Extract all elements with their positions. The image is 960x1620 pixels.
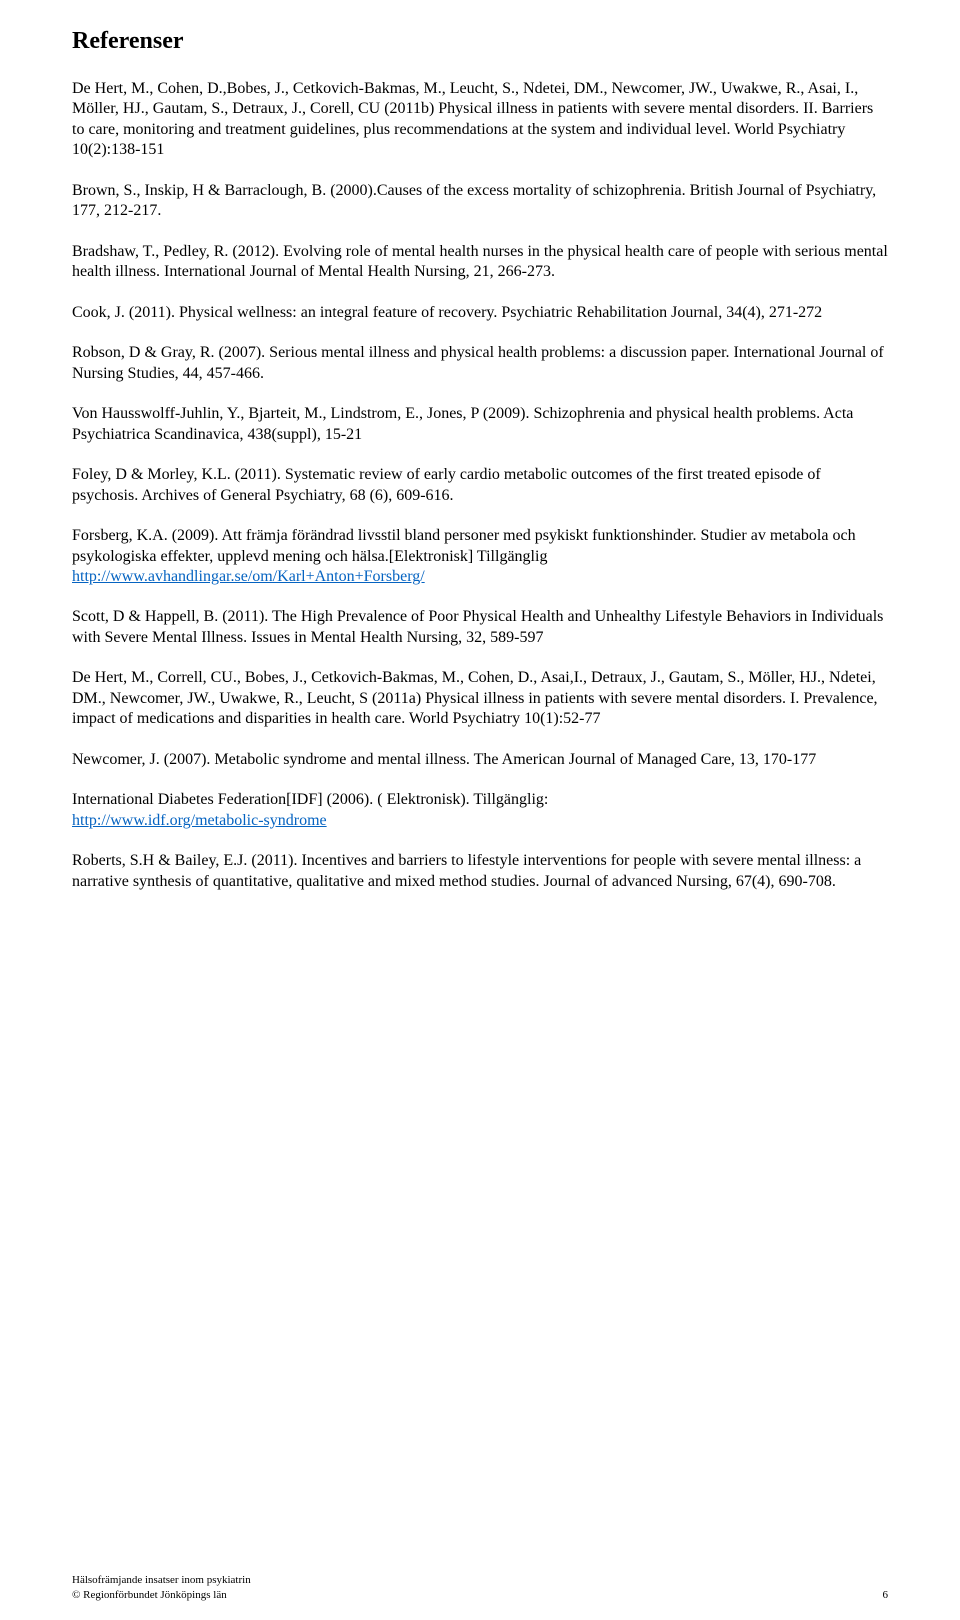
- reference-link[interactable]: http://www.avhandlingar.se/om/Karl+Anton…: [72, 568, 425, 585]
- page-footer: Hälsofrämjande insatser inom psykiatrin …: [72, 1573, 888, 1602]
- reference-entry: International Diabetes Federation[IDF] (…: [72, 790, 888, 831]
- reference-entry: Brown, S., Inskip, H & Barraclough, B. (…: [72, 181, 888, 222]
- reference-entry: Roberts, S.H & Bailey, E.J. (2011). Ince…: [72, 851, 888, 892]
- page-number: 6: [883, 1588, 889, 1602]
- page-title: Referenser: [72, 28, 888, 55]
- reference-entry: Newcomer, J. (2007). Metabolic syndrome …: [72, 750, 888, 770]
- reference-link[interactable]: http://www.idf.org/metabolic-syndrome: [72, 812, 327, 829]
- document-page: Referenser De Hert, M., Cohen, D.,Bobes,…: [0, 0, 960, 1620]
- footer-line-2-left: © Regionförbundet Jönköpings län: [72, 1588, 227, 1602]
- reference-entry: De Hert, M., Cohen, D.,Bobes, J., Cetkov…: [72, 79, 888, 161]
- reference-text: International Diabetes Federation[IDF] (…: [72, 791, 548, 808]
- reference-text: Forsberg, K.A. (2009). Att främja föränd…: [72, 527, 856, 564]
- reference-entry: Forsberg, K.A. (2009). Att främja föränd…: [72, 526, 888, 587]
- reference-entry: Robson, D & Gray, R. (2007). Serious men…: [72, 343, 888, 384]
- reference-entry: De Hert, M., Correll, CU., Bobes, J., Ce…: [72, 668, 888, 729]
- reference-entry: Foley, D & Morley, K.L. (2011). Systemat…: [72, 465, 888, 506]
- reference-entry: Bradshaw, T., Pedley, R. (2012). Evolvin…: [72, 242, 888, 283]
- reference-entry: Von Hausswolff-Juhlin, Y., Bjarteit, M.,…: [72, 404, 888, 445]
- reference-entry: Scott, D & Happell, B. (2011). The High …: [72, 607, 888, 648]
- reference-entry: Cook, J. (2011). Physical wellness: an i…: [72, 303, 888, 323]
- footer-line-1: Hälsofrämjande insatser inom psykiatrin: [72, 1573, 888, 1587]
